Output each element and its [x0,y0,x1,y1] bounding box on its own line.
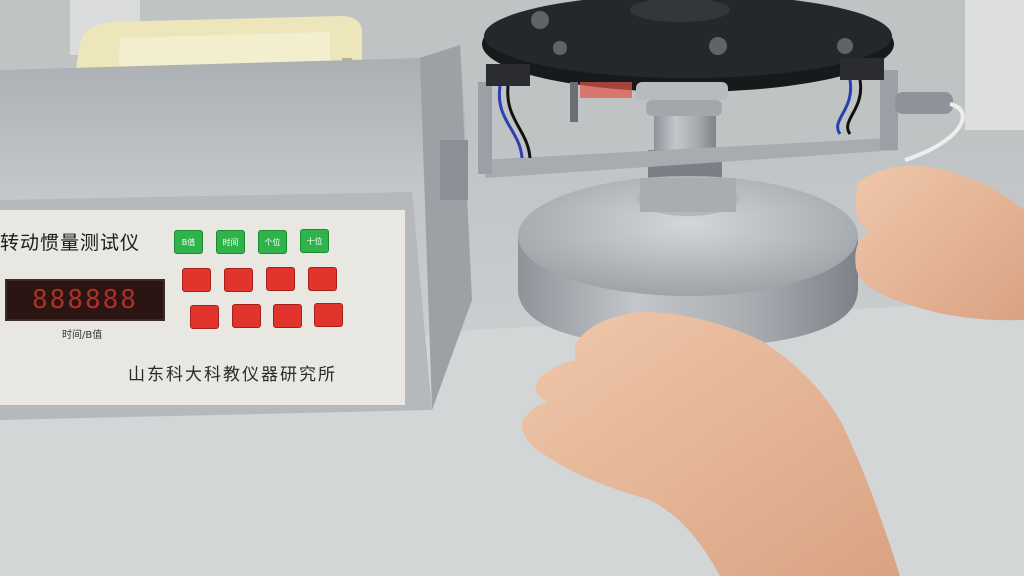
button-tens[interactable]: 十位 [300,229,329,253]
right-hand [855,165,1024,321]
left-hand [521,312,900,576]
button-ones[interactable]: 个位 [258,230,287,254]
display-digits: 888888 [32,285,138,315]
display-label: 时间/B值 [62,330,103,341]
red-button-5[interactable] [190,305,219,329]
red-button-1[interactable] [182,268,211,292]
button-time[interactable]: 时间 [216,230,245,254]
red-button-4[interactable] [308,267,337,291]
red-button-8[interactable] [314,303,343,327]
metal-frame [478,70,953,178]
instrument-title: 转动惯量测试仪 [0,232,141,254]
black-rotating-disk [482,0,894,92]
aluminum-base-disk [518,176,858,348]
red-button-3[interactable] [266,267,295,291]
light-gate-sensor-left [486,64,532,159]
red-button-2[interactable] [224,268,253,292]
red-button-7[interactable] [273,304,302,328]
shelf-right [965,0,1024,130]
red-button-6[interactable] [232,304,261,328]
cable [904,102,965,162]
manufacturer-label: 山东科大科教仪器研究所 [128,365,337,385]
lcd-display: 888888 [5,279,165,321]
button-b-value[interactable]: B值 [174,230,203,254]
light-gate-sensor-right [836,58,884,135]
